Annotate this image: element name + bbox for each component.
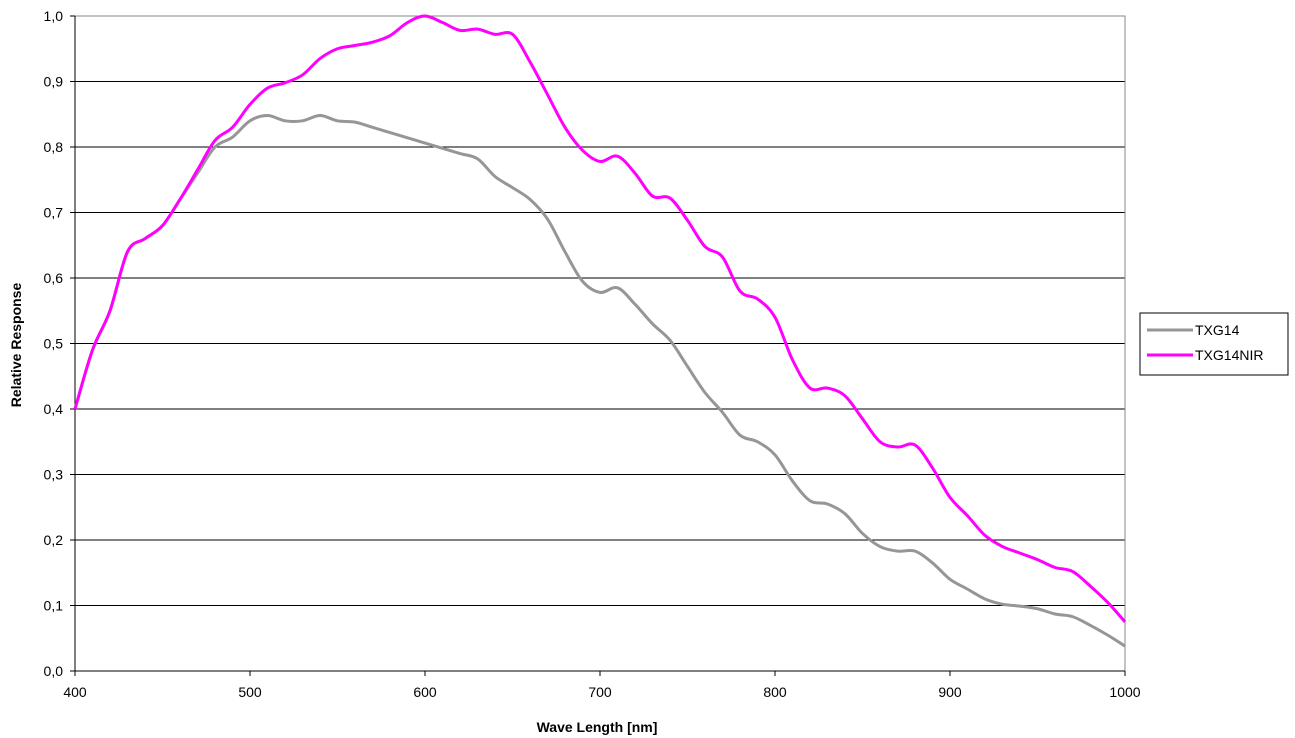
y-tick-label-6: 0,6 <box>44 270 64 286</box>
x-tick-label-0: 400 <box>63 684 87 700</box>
y-tick-label-0: 0,0 <box>44 663 64 679</box>
y-tick-labels: 0,0 0,1 0,2 0,3 0,4 0,5 0,6 0,7 0,8 0,9 1,0 <box>44 8 64 679</box>
x-tick-label-5: 900 <box>938 684 962 700</box>
x-tick-label-4: 800 <box>763 684 787 700</box>
y-tick-label-8: 0,8 <box>44 139 64 155</box>
legend-box <box>1139 312 1289 376</box>
y-tick-label-2: 0,2 <box>44 532 64 548</box>
x-axis-title: Wave Length [nm] <box>537 719 658 735</box>
series-line-txg14nir <box>73 14 1127 623</box>
series-line-txg14 <box>73 114 1126 648</box>
legend-label-txg14nir: TXG14NIR <box>1195 347 1263 363</box>
y-tick-label-5: 0,5 <box>44 336 64 352</box>
y-tick-label-7: 0,7 <box>44 205 64 221</box>
x-tick-label-2: 600 <box>413 684 437 700</box>
y-tick-label-3: 0,3 <box>44 467 64 483</box>
y-tick-label-10: 1,0 <box>44 8 64 24</box>
x-tick-labels: 400 500 600 700 800 900 1000 <box>63 684 1140 700</box>
series-lines <box>73 14 1127 648</box>
legend-label-txg14: TXG14 <box>1195 322 1240 338</box>
legend: TXG14 TXG14NIR <box>1139 312 1289 376</box>
x-tick-label-6: 1000 <box>1109 684 1140 700</box>
axes <box>70 15 1126 676</box>
y-axis-title: Relative Response <box>8 283 24 408</box>
x-tick-label-3: 700 <box>588 684 612 700</box>
x-tick-label-1: 500 <box>238 684 262 700</box>
y-tick-label-1: 0,1 <box>44 598 64 614</box>
y-tick-label-4: 0,4 <box>44 401 64 417</box>
y-tick-label-9: 0,9 <box>44 74 64 90</box>
